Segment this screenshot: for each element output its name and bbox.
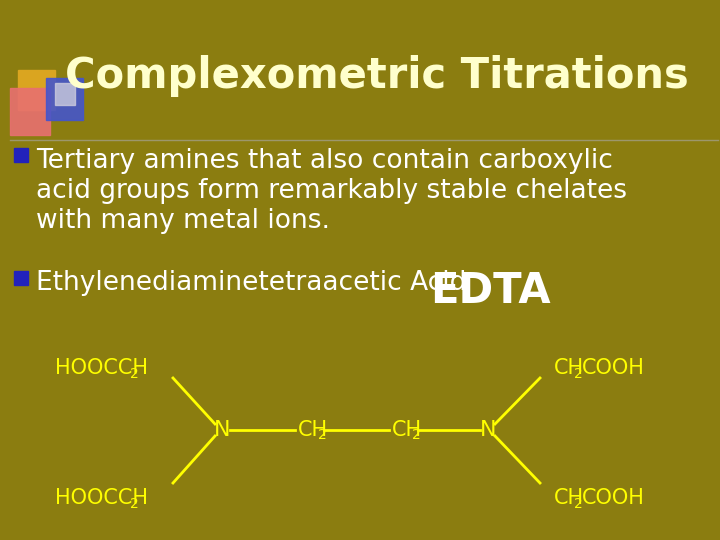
Text: CH: CH xyxy=(554,358,584,378)
Text: 2: 2 xyxy=(574,367,582,381)
Text: 2: 2 xyxy=(318,428,327,442)
Text: 2: 2 xyxy=(130,367,139,381)
Text: 2: 2 xyxy=(574,497,582,511)
Bar xyxy=(18,70,55,110)
Bar xyxy=(14,271,28,285)
Text: Tertiary amines that also contain carboxylic: Tertiary amines that also contain carbox… xyxy=(36,148,613,174)
Text: CH: CH xyxy=(554,488,584,508)
Bar xyxy=(46,78,83,120)
Text: HOOCCH: HOOCCH xyxy=(55,358,148,378)
Text: Ethylenediaminetetraacetic Acid: Ethylenediaminetetraacetic Acid xyxy=(36,270,474,296)
Text: N: N xyxy=(480,420,496,440)
Text: CH: CH xyxy=(392,420,422,440)
Bar xyxy=(14,148,28,162)
Text: 2: 2 xyxy=(412,428,420,442)
Text: with many metal ions.: with many metal ions. xyxy=(36,208,330,234)
Text: N: N xyxy=(214,420,230,440)
Text: acid groups form remarkably stable chelates: acid groups form remarkably stable chela… xyxy=(36,178,627,204)
Bar xyxy=(10,88,50,135)
Text: EDTA: EDTA xyxy=(430,270,551,312)
Bar xyxy=(55,83,75,105)
Text: 2: 2 xyxy=(130,497,139,511)
Text: COOH: COOH xyxy=(582,488,645,508)
Text: CH: CH xyxy=(298,420,328,440)
Text: COOH: COOH xyxy=(582,358,645,378)
Text: Complexometric Titrations: Complexometric Titrations xyxy=(65,55,689,97)
Text: HOOCCH: HOOCCH xyxy=(55,488,148,508)
